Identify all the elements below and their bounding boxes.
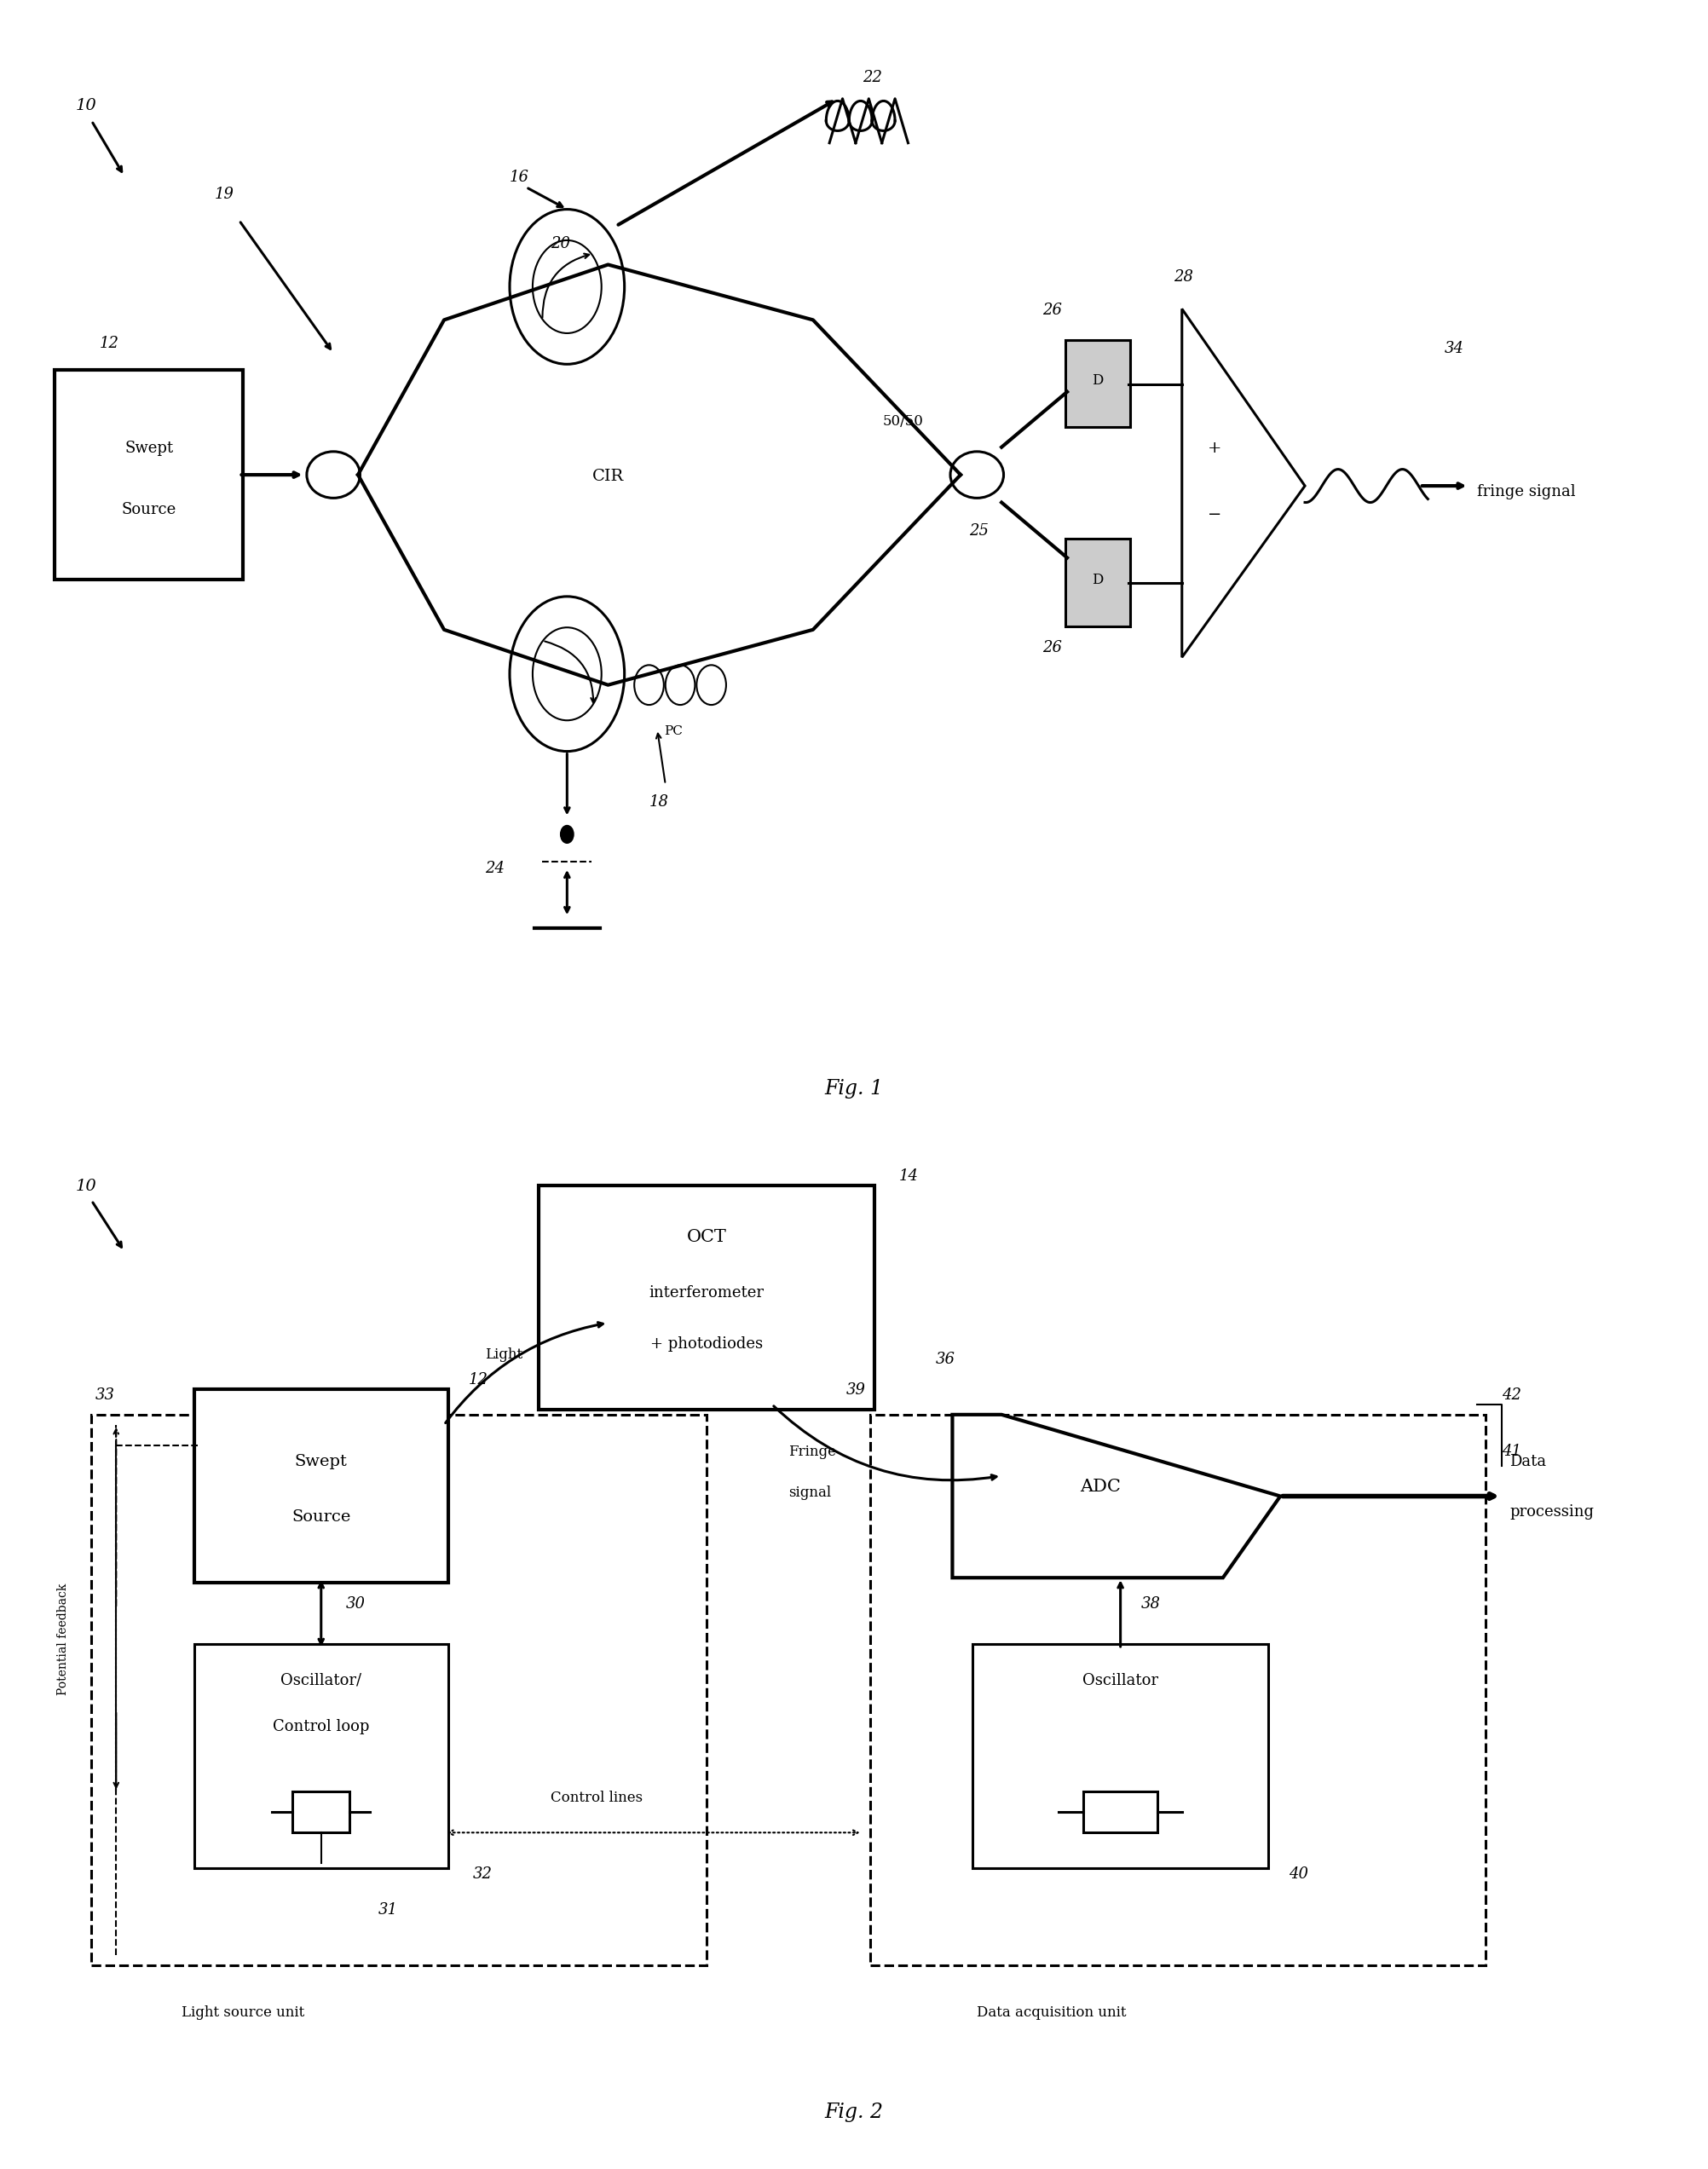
Text: OCT: OCT [687,1228,726,1245]
Text: Fig. 2: Fig. 2 [825,2102,883,2121]
Text: Fig. 1: Fig. 1 [825,1078,883,1098]
Text: 33: 33 [96,1388,114,1403]
Text: −: − [1208,508,1221,523]
Text: 26: 26 [1042,640,1062,655]
Text: signal: signal [789,1486,832,1499]
Circle shape [509,210,625,364]
Circle shape [533,627,601,720]
Text: Control lines: Control lines [550,1792,642,1805]
Text: Source: Source [121,501,176,516]
Polygon shape [953,1414,1281,1577]
Text: D: D [1091,573,1103,588]
FancyBboxPatch shape [538,1184,874,1410]
Text: Oscillator/: Oscillator/ [280,1672,362,1687]
Ellipse shape [950,451,1004,499]
Text: fringe signal: fringe signal [1477,484,1575,499]
Text: PC: PC [664,724,683,737]
Text: 34: 34 [1445,341,1464,356]
Text: Potential feedback: Potential feedback [56,1583,68,1694]
Text: 28: 28 [1173,269,1194,284]
Text: CIR: CIR [593,469,623,484]
Text: 18: 18 [649,794,668,809]
Text: Swept: Swept [125,440,173,455]
Circle shape [666,666,695,705]
Text: 20: 20 [550,236,570,252]
FancyBboxPatch shape [1066,341,1131,427]
FancyBboxPatch shape [974,1644,1267,1868]
Text: 30: 30 [345,1596,366,1612]
Text: Oscillator: Oscillator [1083,1672,1158,1687]
Text: 10: 10 [75,98,96,113]
Text: 32: 32 [473,1868,492,1883]
Text: Source: Source [292,1510,350,1525]
Text: ADC: ADC [1079,1479,1120,1494]
Circle shape [697,666,726,705]
Text: 25: 25 [968,523,989,540]
Text: interferometer: interferometer [649,1286,763,1301]
Text: 22: 22 [863,69,881,85]
Text: Data acquisition unit: Data acquisition unit [977,2004,1127,2019]
Text: 12: 12 [99,336,120,351]
Text: 24: 24 [485,861,504,876]
FancyBboxPatch shape [55,369,243,579]
Bar [1083,1792,1158,1833]
Circle shape [634,666,664,705]
Text: Fringe: Fringe [789,1445,837,1460]
Text: Control loop: Control loop [273,1718,369,1733]
FancyBboxPatch shape [195,1644,447,1868]
Text: Swept: Swept [295,1453,347,1468]
FancyBboxPatch shape [1066,538,1131,627]
Polygon shape [1182,308,1305,657]
Circle shape [560,826,574,844]
Text: 26: 26 [1042,301,1062,319]
Text: 31: 31 [379,1902,398,1917]
Text: 16: 16 [509,169,529,184]
Bar [871,1414,1486,1965]
Text: + photodiodes: + photodiodes [651,1336,763,1351]
Text: processing: processing [1510,1505,1594,1520]
Bar [92,1414,707,1965]
Text: 40: 40 [1288,1868,1308,1883]
Text: Light: Light [485,1347,523,1362]
Text: 38: 38 [1141,1596,1160,1612]
Text: 14: 14 [898,1169,919,1184]
Text: +: + [1208,440,1221,455]
Text: 50/50: 50/50 [883,414,924,429]
Bar [292,1792,350,1833]
Ellipse shape [307,451,360,499]
Circle shape [533,241,601,334]
Text: 41: 41 [1501,1442,1522,1460]
Text: D: D [1091,373,1103,388]
Text: Data: Data [1510,1453,1547,1468]
Text: 19: 19 [215,187,234,202]
Text: 12: 12 [468,1373,488,1388]
Text: 10: 10 [75,1178,96,1193]
Text: Light source unit: Light source unit [181,2004,304,2019]
Text: 42: 42 [1501,1388,1522,1403]
Circle shape [509,596,625,750]
FancyBboxPatch shape [195,1388,447,1583]
Text: 39: 39 [845,1382,866,1397]
Text: 36: 36 [936,1351,955,1366]
